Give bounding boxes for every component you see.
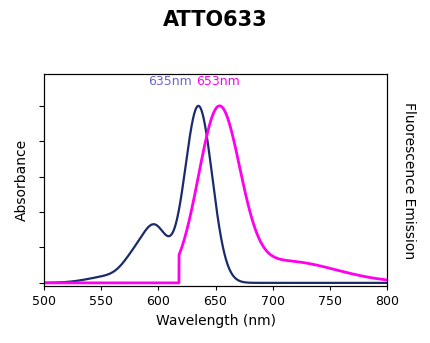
Y-axis label: Absorbance: Absorbance — [15, 139, 29, 221]
Text: ATTO633: ATTO633 — [163, 10, 267, 30]
Text: 635nm: 635nm — [147, 75, 191, 88]
Y-axis label: Fluorescence Emission: Fluorescence Emission — [401, 102, 415, 259]
X-axis label: Wavelength (nm): Wavelength (nm) — [155, 314, 275, 328]
Text: 653nm: 653nm — [196, 75, 240, 88]
